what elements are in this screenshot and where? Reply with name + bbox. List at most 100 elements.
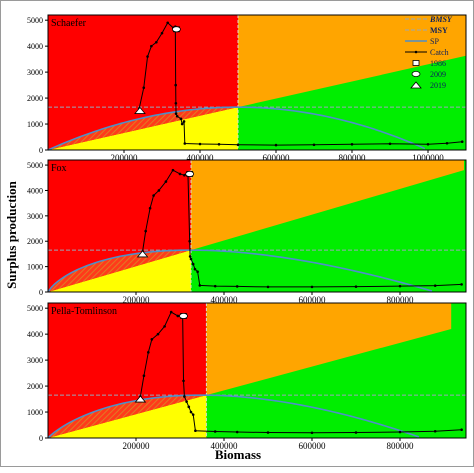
legend-label: 2019 bbox=[430, 81, 446, 90]
catch-point bbox=[460, 428, 463, 431]
catch-point bbox=[460, 140, 464, 143]
y-tick-label: 2000 bbox=[27, 382, 43, 391]
y-tick-label: 5000 bbox=[27, 16, 43, 25]
legend-label: MSY bbox=[430, 26, 448, 35]
y-tick-label: 2000 bbox=[27, 94, 43, 103]
catch-point bbox=[189, 257, 193, 261]
marker-2009 bbox=[179, 312, 188, 319]
legend-swatch bbox=[410, 81, 422, 89]
catch-point bbox=[183, 395, 186, 398]
catch-point bbox=[426, 142, 430, 146]
legend-label: 1986 bbox=[430, 59, 446, 68]
legend-swatch bbox=[414, 50, 418, 54]
y-tick-label: 4000 bbox=[27, 330, 43, 339]
panel-title: Pella-Tomlinson bbox=[51, 306, 117, 317]
catch-point bbox=[312, 143, 316, 147]
catch-point bbox=[171, 168, 175, 172]
catch-point bbox=[150, 338, 154, 341]
catch-point bbox=[175, 114, 179, 118]
marker-2009 bbox=[172, 26, 181, 33]
panel-2: 0 1000 2000 3000 4000 5000 200000 400000 600000 8… bbox=[27, 159, 467, 305]
y-tick-label: 1000 bbox=[27, 120, 43, 129]
catch-point bbox=[433, 284, 437, 287]
catch-point bbox=[182, 379, 185, 383]
x-tick-label: 600000 bbox=[299, 295, 327, 305]
catch-point bbox=[188, 239, 191, 243]
catch-point bbox=[235, 285, 239, 288]
catch-point bbox=[164, 180, 168, 183]
panel-3: 0 1000 2000 3000 4000 5000 200000 400000 600000 8… bbox=[27, 302, 467, 451]
x-tick-label: 600000 bbox=[263, 153, 291, 163]
catch-point bbox=[147, 351, 150, 354]
catch-point bbox=[354, 431, 358, 434]
x-tick-label: 800000 bbox=[339, 153, 367, 163]
catch-point bbox=[174, 83, 177, 87]
catch-point bbox=[274, 143, 278, 147]
y-tick-label: 4000 bbox=[27, 186, 43, 195]
catch-point bbox=[166, 21, 169, 25]
x-tick-label: 800000 bbox=[387, 441, 415, 451]
y-tick-label: 1000 bbox=[27, 263, 43, 272]
zone-orange bbox=[206, 303, 452, 396]
catch-line bbox=[192, 414, 462, 434]
catch-point bbox=[144, 229, 147, 233]
catch-point bbox=[187, 405, 191, 409]
catch-point bbox=[191, 262, 195, 266]
x-tick-label: 800000 bbox=[387, 295, 415, 305]
catch-point bbox=[266, 431, 270, 434]
panel-title: Fox bbox=[51, 163, 67, 174]
catch-point bbox=[188, 255, 192, 258]
catch-point bbox=[213, 284, 217, 288]
marker-2009 bbox=[185, 170, 195, 177]
y-tick-label: 0 bbox=[39, 288, 43, 297]
x-tick-label: 600000 bbox=[299, 441, 327, 451]
catch-point bbox=[266, 285, 270, 289]
y-tick-label: 3000 bbox=[27, 212, 43, 221]
catch-point bbox=[148, 206, 152, 210]
catch-point bbox=[176, 314, 180, 318]
catch-point bbox=[163, 325, 166, 328]
catch-point bbox=[460, 283, 463, 286]
catch-point bbox=[155, 40, 158, 44]
catch-line bbox=[183, 121, 463, 146]
zone-orange bbox=[191, 160, 464, 251]
catch-point bbox=[178, 172, 182, 176]
catch-point bbox=[236, 143, 240, 147]
sp-curve bbox=[47, 106, 426, 151]
panel-frame bbox=[47, 302, 467, 439]
y-tick-label: 0 bbox=[39, 146, 43, 155]
y-tick-label: 4000 bbox=[27, 42, 43, 51]
legend-label: Catch bbox=[430, 48, 449, 57]
catch-point bbox=[445, 141, 449, 145]
catch-point bbox=[183, 173, 186, 177]
marker-2019 bbox=[134, 106, 146, 114]
catch-point bbox=[183, 142, 187, 145]
marker-2019 bbox=[136, 250, 149, 258]
x-tick-label: 400000 bbox=[187, 153, 215, 163]
catch-point bbox=[388, 142, 392, 146]
y-axis-label: Surplus production bbox=[4, 180, 19, 289]
y-tick-label: 3000 bbox=[27, 356, 43, 365]
catch-point bbox=[160, 31, 164, 35]
y-tick-label: 1000 bbox=[27, 408, 43, 417]
catch-point bbox=[142, 374, 146, 377]
legend-label: SP bbox=[430, 37, 439, 46]
catch-trajectory bbox=[142, 169, 198, 273]
catch-point bbox=[185, 400, 188, 403]
sp-hatched-area bbox=[48, 107, 238, 150]
y-tick-label: 5000 bbox=[27, 304, 43, 313]
catch-point bbox=[179, 117, 183, 121]
x-tick-label: 200000 bbox=[123, 295, 151, 305]
sp-curve bbox=[47, 394, 420, 439]
x-tick-label: 1000000 bbox=[412, 153, 444, 163]
marker-2019 bbox=[134, 395, 147, 403]
catch-point bbox=[310, 285, 314, 289]
catch-point bbox=[235, 430, 239, 434]
catch-line bbox=[197, 271, 462, 288]
sp-hatched-area bbox=[48, 395, 207, 438]
sp-curve bbox=[47, 249, 433, 293]
catch-point bbox=[194, 429, 197, 433]
y-tick-label: 2000 bbox=[27, 237, 43, 246]
legend-swatch bbox=[412, 60, 420, 66]
